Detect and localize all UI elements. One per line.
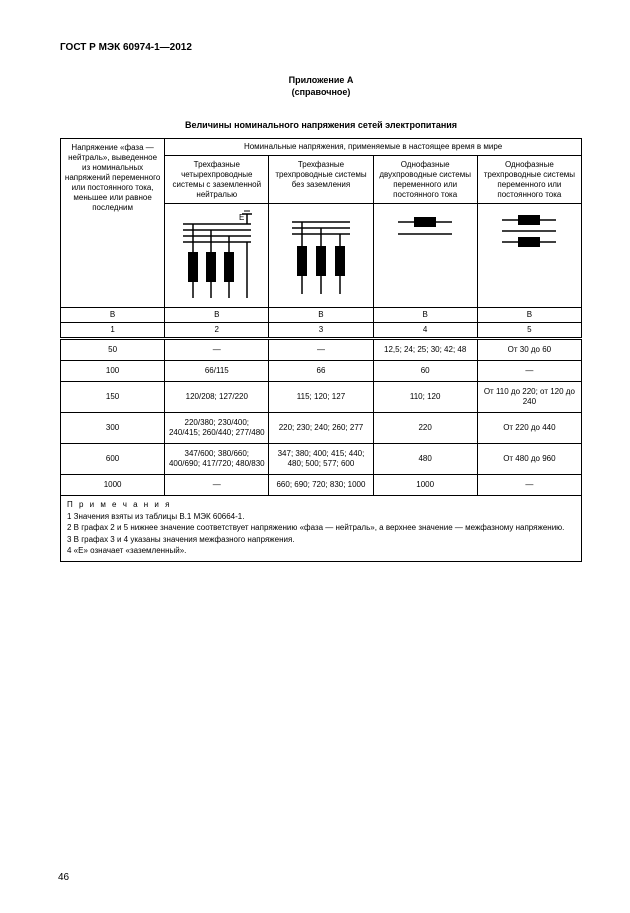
diagram-3ph-3wire	[269, 204, 373, 308]
col-header-3: Трехфазные трехпроводные системы без заз…	[269, 156, 373, 204]
voltage-table: Напряжение «фаза — нейтраль», выведенное…	[60, 138, 582, 562]
col-header-5: Однофазные трехпроводные системы перемен…	[477, 156, 581, 204]
doc-code: ГОСТ Р МЭК 60974-1—2012	[60, 42, 582, 53]
header-left: Напряжение «фаза — нейтраль», выведенное…	[61, 139, 165, 308]
table-row: 150 120/208; 127/220 115; 120; 127 110; …	[61, 382, 582, 413]
col-header-4: Однофазные двухпроводные системы перемен…	[373, 156, 477, 204]
note-3: 3 В графах 3 и 4 указаны значения межфаз…	[67, 535, 575, 545]
diagram-1ph-2wire	[373, 204, 477, 308]
colnum-5: 5	[477, 323, 581, 339]
notes-cell: П р и м е ч а н и я 1 Значения взяты из …	[61, 496, 582, 562]
notes-heading: П р и м е ч а н и я	[67, 500, 171, 509]
page-number: 46	[58, 872, 69, 883]
appendix-line2: (справочное)	[292, 87, 351, 97]
note-2: 2 В графах 2 и 5 нижнее значение соответ…	[67, 523, 575, 533]
table-row: 600 347/600; 380/660; 400/690; 417/720; …	[61, 444, 582, 475]
table-row: 50 — — 12,5; 24; 25; 30; 42; 48 От 30 до…	[61, 339, 582, 361]
colnum-3: 3	[269, 323, 373, 339]
unit-4: В	[373, 308, 477, 323]
colnum-4: 4	[373, 323, 477, 339]
note-1: 1 Значения взяты из таблицы В.1 МЭК 6066…	[67, 512, 575, 522]
diagram-3ph-4wire: E	[165, 204, 269, 308]
appendix-heading: Приложение А (справочное)	[60, 75, 582, 98]
table-row: 100 66/115 66 60 —	[61, 361, 582, 382]
colnum-2: 2	[165, 323, 269, 339]
unit-3: В	[269, 308, 373, 323]
note-4: 4 «E» означает «заземленный».	[67, 546, 575, 556]
unit-5: В	[477, 308, 581, 323]
table-row: 1000 — 660; 690; 720; 830; 1000 1000 —	[61, 475, 582, 496]
unit-1: В	[61, 308, 165, 323]
header-span: Номинальные напряжения, применяемые в на…	[165, 139, 582, 156]
table-row: 300 220/380; 230/400; 240/415; 260/440; …	[61, 413, 582, 444]
diagram-1ph-3wire	[477, 204, 581, 308]
appendix-line1: Приложение А	[289, 75, 354, 85]
unit-2: В	[165, 308, 269, 323]
table-title: Величины номинального напряжения сетей э…	[60, 120, 582, 130]
colnum-1: 1	[61, 323, 165, 339]
col-header-2: Трехфазные четырехпроводные системы с за…	[165, 156, 269, 204]
